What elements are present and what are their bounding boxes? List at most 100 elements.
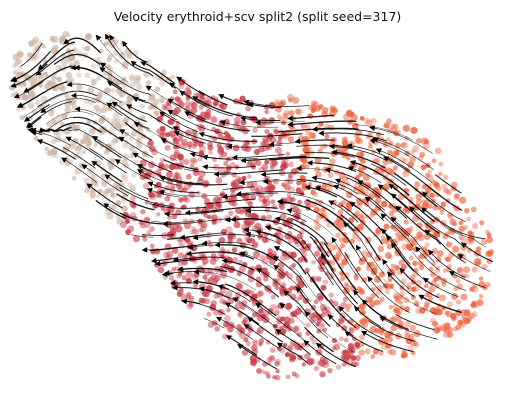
- cell-point: [239, 210, 244, 215]
- cell-point: [106, 188, 111, 193]
- cell-point: [149, 146, 156, 153]
- cell-point: [217, 147, 224, 154]
- cell-point: [178, 101, 184, 107]
- cell-point: [154, 86, 160, 92]
- cell-point: [456, 300, 461, 305]
- cell-point: [244, 219, 251, 226]
- cell-point: [275, 369, 279, 373]
- cell-point: [359, 319, 364, 324]
- cell-point: [260, 117, 267, 124]
- cell-point: [310, 190, 315, 195]
- stream-arrowhead: [382, 259, 388, 265]
- cell-point: [411, 150, 416, 155]
- cell-point: [33, 53, 40, 60]
- cell-point: [344, 282, 349, 287]
- cell-point: [311, 339, 316, 344]
- cell-point: [160, 126, 166, 132]
- cell-point: [485, 230, 490, 235]
- cell-point: [447, 213, 453, 219]
- cell-point: [154, 111, 159, 116]
- cell-point: [282, 162, 288, 168]
- cell-point: [296, 187, 302, 193]
- cell-point: [346, 191, 353, 198]
- cell-point: [110, 192, 115, 197]
- cell-point: [443, 268, 448, 273]
- stream-arrowhead: [295, 139, 301, 145]
- cell-point: [281, 282, 286, 287]
- stream-arrowhead: [96, 35, 102, 41]
- cell-point: [51, 148, 58, 155]
- cell-point: [314, 366, 319, 371]
- cell-point: [262, 199, 267, 204]
- cell-point: [370, 262, 375, 267]
- cell-point: [277, 114, 283, 120]
- cell-point: [247, 239, 252, 244]
- cell-point: [446, 241, 452, 247]
- cell-point: [400, 142, 405, 147]
- cell-point: [182, 204, 187, 209]
- cell-point: [409, 255, 414, 260]
- cell-point: [214, 326, 220, 332]
- cell-point: [262, 258, 269, 265]
- cell-point: [374, 300, 380, 306]
- cell-point: [354, 342, 360, 348]
- cell-point: [207, 145, 213, 151]
- cell-point: [233, 145, 240, 152]
- stream-arrowhead: [286, 208, 292, 213]
- cell-point: [394, 265, 399, 270]
- cell-point: [268, 184, 275, 191]
- cell-point: [82, 150, 87, 155]
- cell-point: [464, 318, 470, 324]
- cell-point: [169, 275, 174, 280]
- cell-point: [258, 290, 264, 296]
- cell-point: [292, 263, 296, 267]
- cell-point: [424, 284, 429, 289]
- cell-point: [221, 229, 227, 235]
- cell-point: [211, 253, 217, 259]
- cell-point: [344, 338, 349, 343]
- cell-point: [125, 219, 130, 224]
- cell-point: [181, 139, 188, 146]
- stream-arrowhead: [311, 175, 317, 181]
- cell-point: [208, 269, 213, 274]
- cell-point: [140, 223, 145, 228]
- cell-point: [258, 309, 263, 314]
- cell-point: [227, 326, 233, 332]
- cell-point: [393, 165, 398, 170]
- cell-point: [279, 205, 285, 211]
- cell-point: [265, 371, 270, 376]
- cell-point: [168, 119, 175, 126]
- cell-point: [219, 298, 225, 304]
- cell-point: [217, 143, 222, 148]
- cell-point: [469, 287, 474, 292]
- streamline: [142, 235, 174, 236]
- cell-point: [182, 275, 187, 280]
- cell-point: [96, 108, 102, 114]
- cell-point: [210, 258, 217, 265]
- stream-arrowhead: [240, 158, 246, 164]
- cell-point: [178, 197, 183, 202]
- stream-arrowhead: [237, 344, 243, 349]
- streamline: [234, 155, 285, 158]
- cell-points: [9, 31, 494, 381]
- cell-point: [464, 208, 470, 214]
- cell-point: [164, 145, 170, 151]
- cell-point: [433, 277, 438, 282]
- cell-point: [363, 118, 370, 125]
- cell-point: [85, 46, 91, 52]
- cell-point: [430, 193, 435, 198]
- cell-point: [296, 109, 303, 116]
- cell-point: [466, 217, 471, 222]
- cell-point: [375, 198, 381, 204]
- cell-point: [425, 293, 430, 298]
- cell-point: [193, 169, 200, 176]
- cell-point: [202, 257, 209, 264]
- cell-point: [432, 248, 438, 254]
- cell-point: [252, 127, 258, 133]
- cell-point: [96, 76, 101, 81]
- cell-point: [126, 53, 132, 59]
- cell-point: [459, 226, 465, 232]
- stream-arrowhead: [202, 241, 208, 247]
- cell-point: [226, 308, 231, 313]
